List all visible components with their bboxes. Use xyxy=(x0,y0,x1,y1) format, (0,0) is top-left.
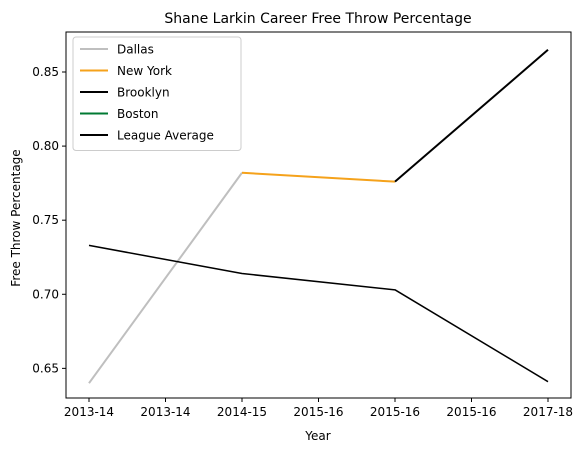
legend-label: Boston xyxy=(117,107,158,121)
y-tick-label: 0.85 xyxy=(32,65,59,79)
x-tick-label: 2015-16 xyxy=(293,405,343,419)
chart-title: Shane Larkin Career Free Throw Percentag… xyxy=(164,11,471,27)
y-tick-label: 0.65 xyxy=(32,361,59,375)
legend-label: Brooklyn xyxy=(117,86,170,100)
x-axis-label: Year xyxy=(304,429,330,443)
legend-label: League Average xyxy=(117,129,214,143)
legend: Dallas New York Brooklyn Boston League Avera… xyxy=(73,37,241,151)
x-tick-label: 2013-14 xyxy=(140,405,190,419)
y-axis-label: Free Throw Percentage xyxy=(9,149,23,286)
y-tick-label: 0.75 xyxy=(32,213,59,227)
x-tick-label: 2015-16 xyxy=(370,405,420,419)
x-tick-label: 2015-16 xyxy=(446,405,496,419)
legend-label: New York xyxy=(117,64,172,78)
x-tick-label: 2013-14 xyxy=(64,405,114,419)
legend-label: Dallas xyxy=(117,43,154,57)
x-tick-label: 2014-15 xyxy=(217,405,267,419)
x-tick-label: 2017-18 xyxy=(523,405,573,419)
y-tick-label: 0.70 xyxy=(32,287,59,301)
y-tick-label: 0.80 xyxy=(32,139,59,153)
